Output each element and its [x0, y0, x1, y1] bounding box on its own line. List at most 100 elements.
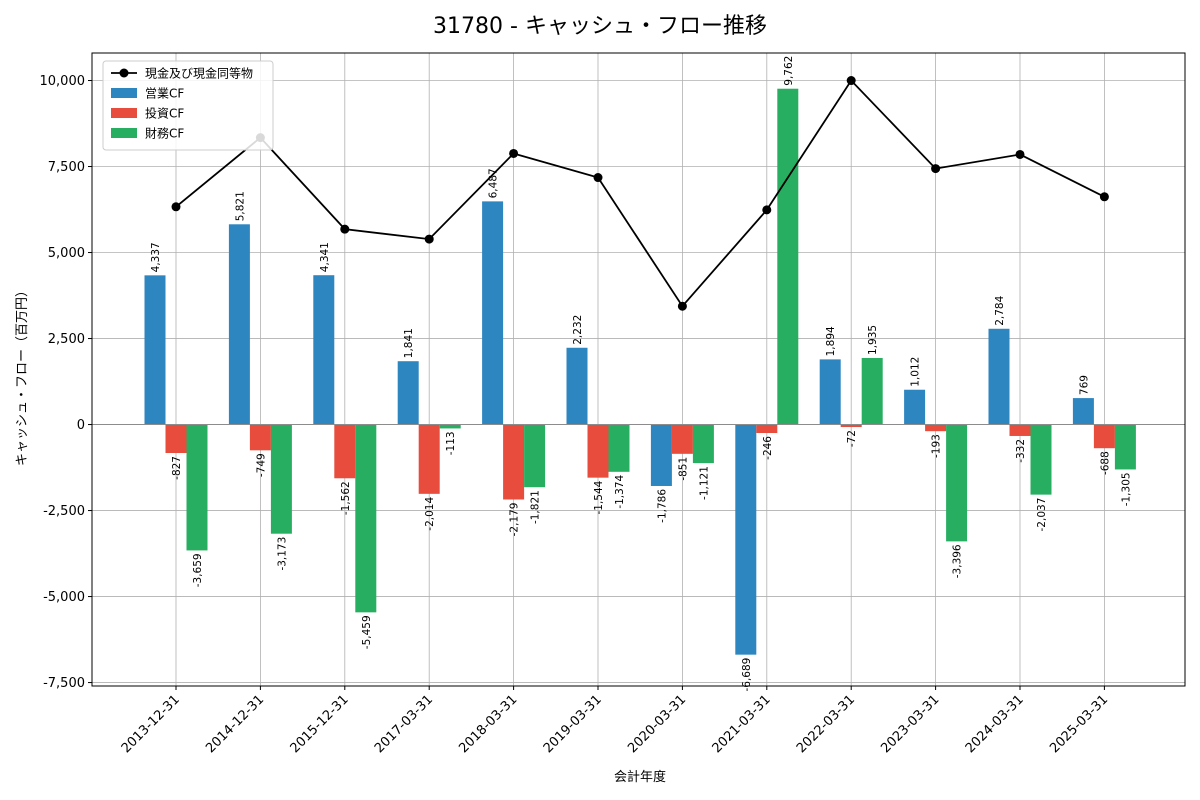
legend-entry: 現金及び現金同等物	[145, 66, 253, 81]
bar-financing	[355, 424, 377, 613]
cash-point	[846, 76, 856, 86]
x-tick-label: 2025-03-31	[1047, 692, 1111, 756]
cash-point	[762, 205, 772, 215]
x-tick-label: 2020-03-31	[625, 692, 689, 756]
line-layer	[171, 76, 1109, 311]
bar-operating	[397, 361, 419, 425]
legend-marker-swatch	[119, 68, 129, 78]
bar-data-label: -72	[846, 430, 858, 447]
bar-data-label: 1,935	[867, 325, 879, 355]
cash-point	[1015, 149, 1025, 159]
x-tick-label: 2019-03-31	[541, 692, 605, 756]
plot-frame	[91, 52, 1186, 687]
cash-point	[171, 202, 181, 212]
bar-financing	[270, 424, 292, 534]
bar-data-label: 5,821	[234, 191, 246, 221]
bar-data-label: -193	[931, 434, 943, 458]
bar-data-label: -1,562	[340, 481, 352, 515]
x-tick-label: 2021-03-31	[710, 692, 774, 756]
bar-data-label: -3,396	[952, 544, 964, 578]
bar-data-label: 1,841	[403, 328, 415, 358]
y-tick-label: 2,500	[48, 332, 85, 347]
bar-operating	[819, 359, 841, 425]
legend-entry: 営業CF	[145, 87, 184, 101]
bar-operating	[735, 424, 757, 655]
bar-data-label: -1,121	[698, 466, 710, 500]
bar-financing	[861, 357, 883, 425]
bar-data-label: 2,232	[572, 315, 584, 345]
bars-layer	[144, 88, 1136, 655]
y-tick-label: 0	[77, 418, 85, 433]
bar-data-label: -3,173	[276, 537, 288, 571]
bar-data-label: -3,659	[192, 553, 204, 587]
bar-data-label: -688	[1099, 451, 1111, 475]
grid-layer	[92, 53, 1185, 686]
x-tick-label: 2013-12-31	[119, 692, 183, 756]
bar-operating	[228, 224, 250, 425]
bar-financing	[439, 424, 461, 429]
bar-operating	[904, 389, 926, 425]
cash-point	[1099, 192, 1109, 202]
bar-financing	[777, 88, 799, 425]
y-tick-label: -2,500	[43, 504, 85, 519]
cash-point	[424, 234, 434, 244]
bar-data-label: -1,544	[593, 480, 605, 514]
bar-investing	[587, 424, 609, 478]
bar-investing	[334, 424, 356, 479]
y-tick-label: 5,000	[48, 246, 85, 261]
bar-data-label: -2,179	[509, 503, 521, 537]
bar-data-label: -1,305	[1120, 472, 1132, 506]
bar-data-label: -2,037	[1036, 498, 1048, 532]
bar-data-label: 6,487	[488, 168, 500, 198]
bar-data-label: -2,014	[424, 497, 436, 531]
bar-financing	[608, 424, 630, 472]
bar-data-label: -749	[255, 453, 267, 477]
bar-financing	[1114, 424, 1136, 470]
bar-financing	[524, 424, 546, 488]
legend-entry: 投資CF	[145, 106, 184, 121]
bar-investing	[503, 424, 525, 500]
legend-box	[102, 60, 274, 151]
cash-point	[931, 164, 941, 174]
bar-data-label: -1,786	[656, 489, 668, 523]
bar-financing	[946, 424, 968, 542]
x-tick-label: 2015-12-31	[288, 692, 352, 756]
bar-operating	[988, 328, 1010, 425]
bar-investing	[165, 424, 187, 453]
bar-data-label: 769	[1078, 375, 1090, 395]
bar-financing	[1030, 424, 1052, 495]
y-axis-label: キャッシュ・フロー（百万円）	[15, 284, 30, 466]
bar-investing	[1093, 424, 1115, 449]
x-tick-label: 2014-12-31	[203, 692, 267, 756]
bar-operating	[313, 275, 335, 425]
bar-data-label: -827	[171, 456, 183, 480]
bar-operating	[144, 275, 166, 425]
cash-point	[509, 148, 519, 158]
bar-data-label: 4,341	[319, 242, 331, 272]
y-tick-label: 7,500	[48, 160, 85, 175]
legend-bar-swatch	[111, 108, 137, 118]
x-tick-label: 2022-03-31	[794, 692, 858, 756]
bar-investing	[1009, 424, 1031, 436]
x-axis-label: 会計年度	[614, 769, 666, 785]
bar-investing	[671, 424, 693, 454]
bar-data-label: -851	[677, 457, 689, 481]
bar-data-label: -113	[445, 431, 457, 455]
x-tick-label: 2017-03-31	[372, 692, 436, 756]
chart-title: 31780 - キャッシュ・フロー推移	[433, 14, 767, 39]
labels-layer: 4,337 5,821 4,341 1,841 6,487 2,232 -1,786 -6,6…	[150, 56, 1132, 692]
bar-data-label: 9,762	[783, 56, 795, 86]
bar-operating	[650, 424, 672, 486]
bar-data-label: 4,337	[150, 242, 162, 272]
bar-investing	[925, 424, 947, 432]
cash-point	[593, 173, 603, 183]
bar-operating	[482, 201, 504, 425]
y-tick-label: -7,500	[43, 676, 85, 691]
bar-data-label: 2,784	[994, 295, 1006, 325]
cash-line	[175, 79, 1105, 308]
bar-data-label: 1,894	[825, 326, 837, 356]
bar-data-label: -246	[762, 436, 774, 460]
